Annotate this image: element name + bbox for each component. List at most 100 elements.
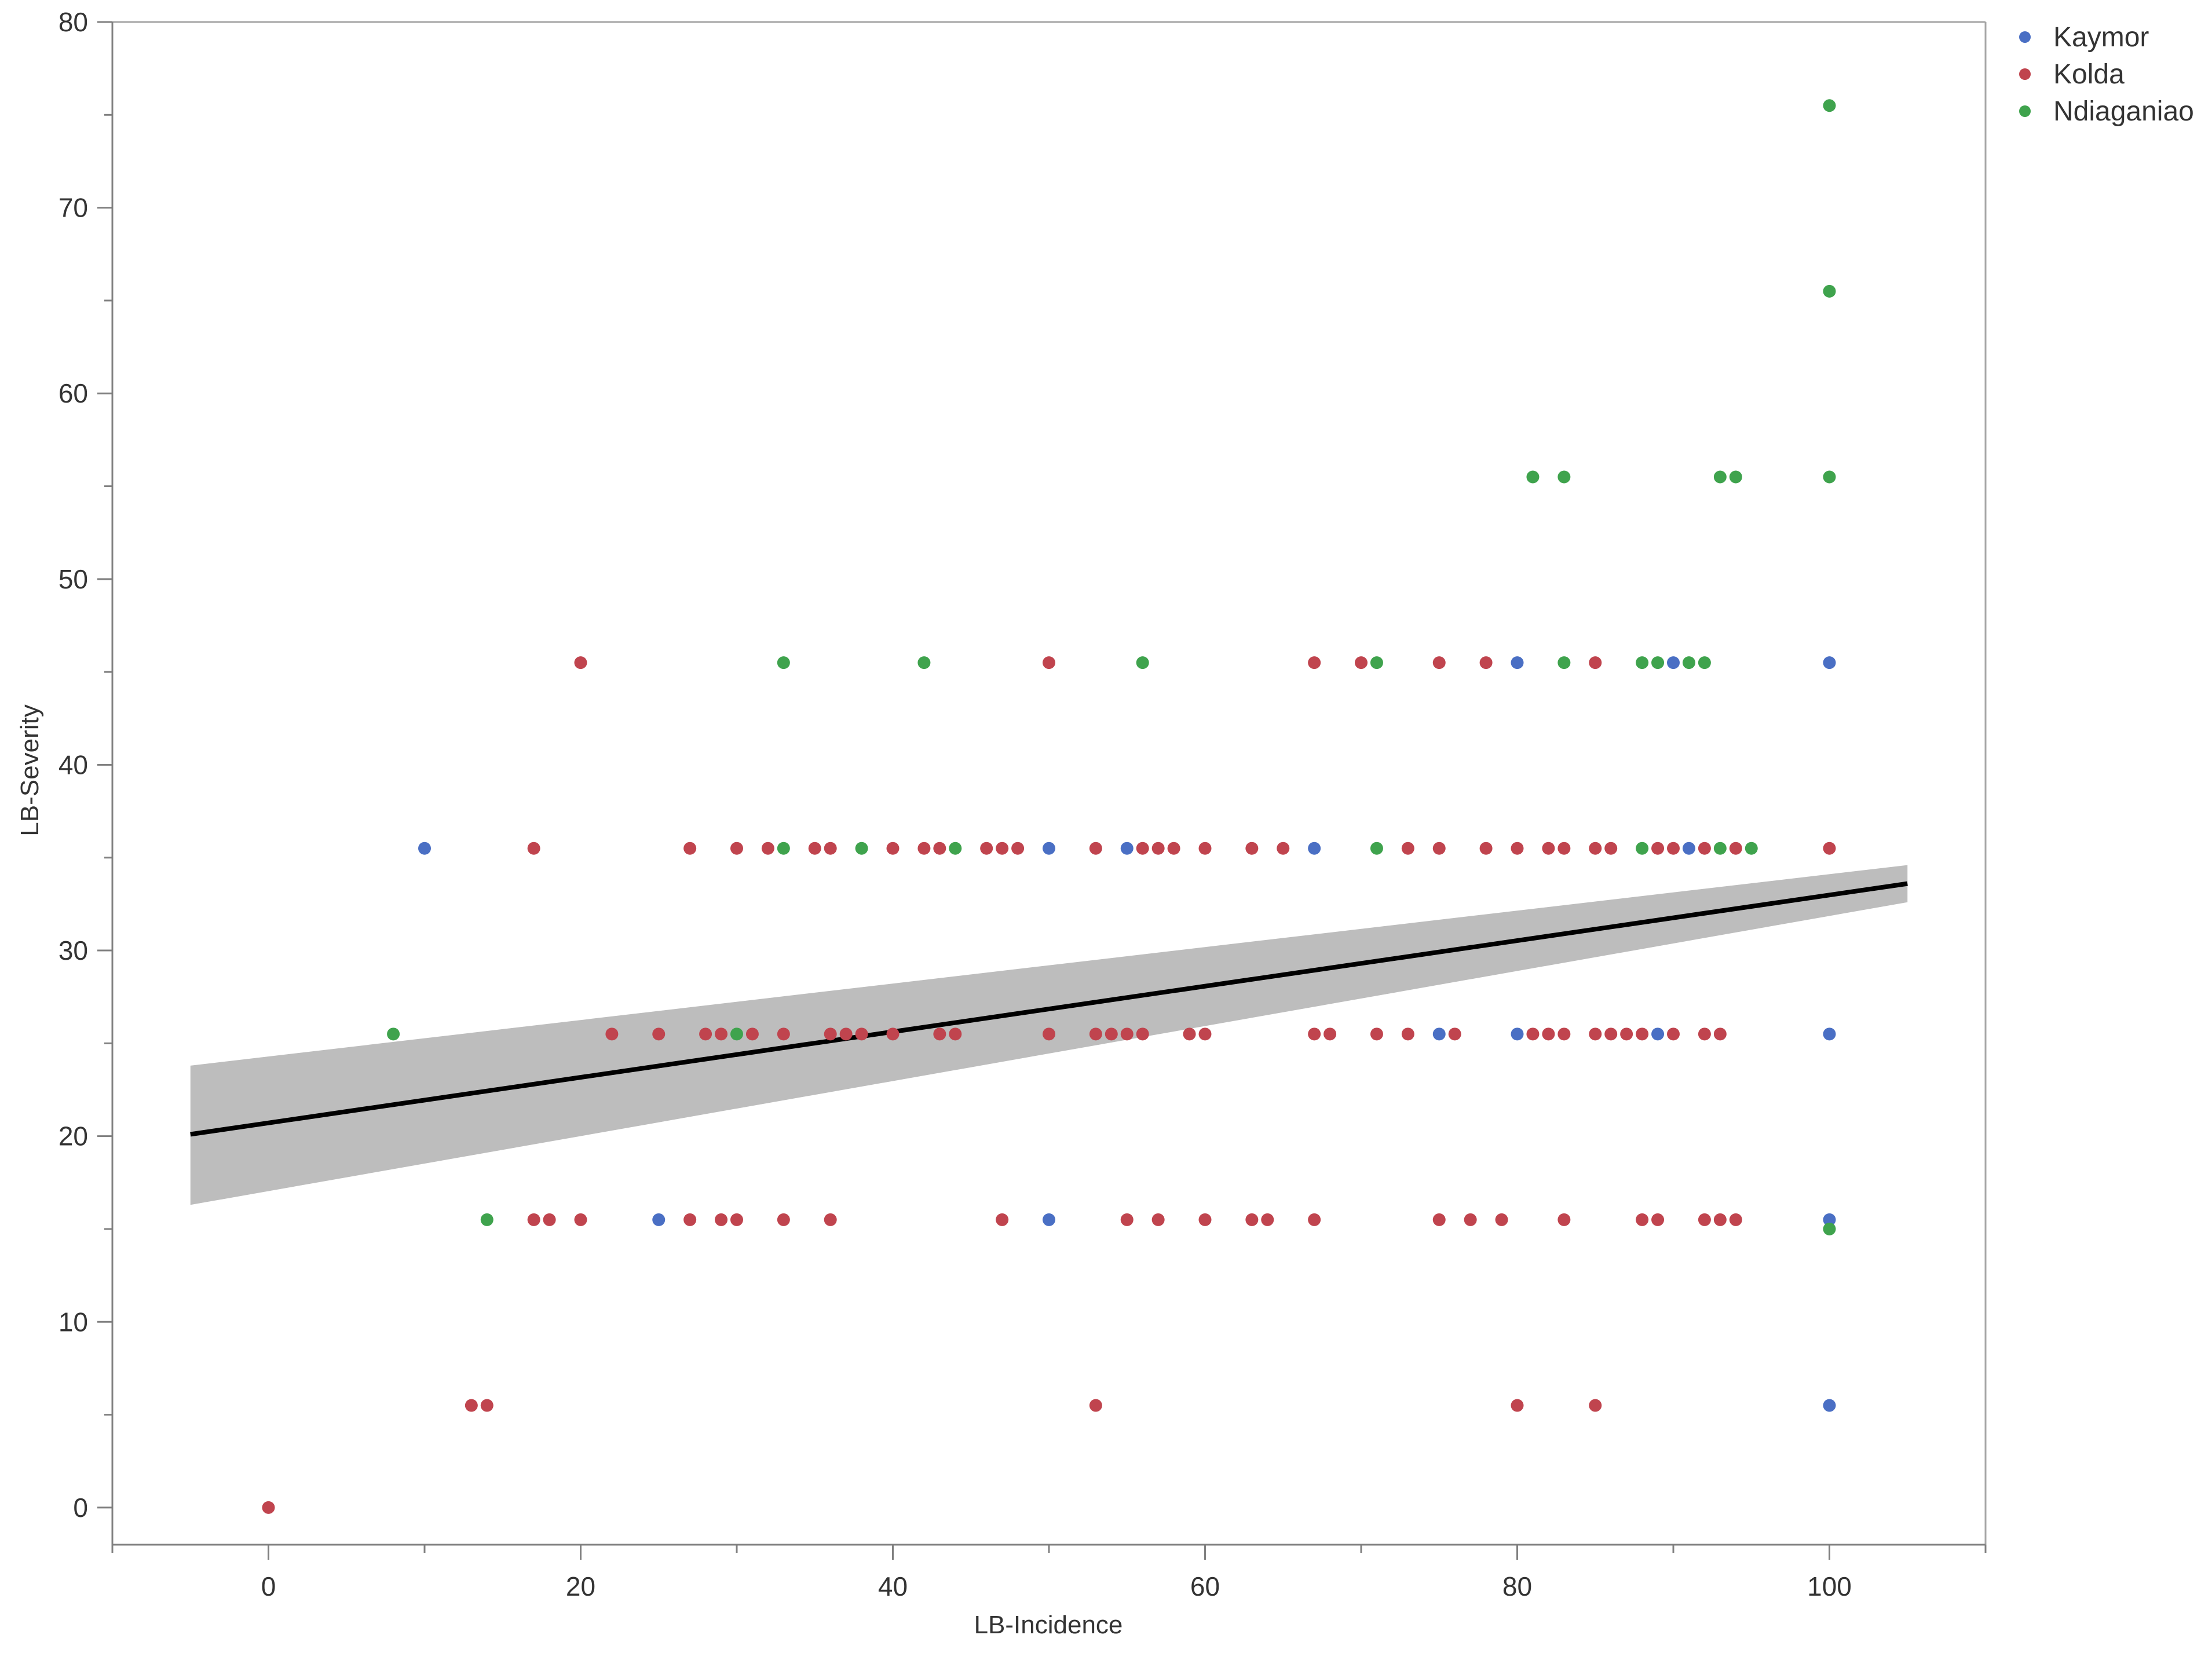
data-point-kolda <box>1651 842 1665 855</box>
data-point-kaymor <box>1667 656 1680 670</box>
y-tick-label: 30 <box>59 935 88 966</box>
data-point-kolda <box>574 656 587 670</box>
y-tick-label: 80 <box>59 7 88 37</box>
data-point-kolda <box>1120 1213 1134 1226</box>
data-point-kolda <box>949 1027 962 1041</box>
data-point-kolda <box>1136 842 1149 855</box>
data-point-kolda <box>715 1027 728 1041</box>
data-point-kolda <box>574 1213 587 1226</box>
data-point-kolda <box>527 1213 540 1226</box>
data-point-ndiaganiao <box>1557 470 1571 484</box>
data-point-ndiaganiao <box>1713 842 1727 855</box>
data-point-kolda <box>1151 1213 1165 1226</box>
data-point-kolda <box>1432 1213 1446 1226</box>
data-point-kolda <box>839 1027 853 1041</box>
data-point-ndiaganiao <box>855 842 868 855</box>
data-point-kolda <box>1511 842 1524 855</box>
data-point-kolda <box>996 842 1009 855</box>
data-point-kolda <box>262 1501 275 1514</box>
data-point-ndiaganiao <box>1745 842 1758 855</box>
data-point-kolda <box>933 1027 946 1041</box>
legend-label-kolda: Kolda <box>2053 59 2125 90</box>
data-point-kolda <box>1667 1027 1680 1041</box>
data-point-kolda <box>699 1027 712 1041</box>
data-point-kaymor <box>1308 842 1321 855</box>
data-point-ndiaganiao <box>387 1027 400 1041</box>
data-point-kolda <box>1589 842 1602 855</box>
data-point-ndiaganiao <box>1713 470 1727 484</box>
data-point-kaymor <box>1511 1027 1524 1041</box>
data-point-ndiaganiao <box>1370 842 1383 855</box>
data-point-kaymor <box>418 842 431 855</box>
data-point-kolda <box>1542 842 1555 855</box>
data-point-ndiaganiao <box>1698 656 1711 670</box>
data-point-kolda <box>1043 1027 1055 1041</box>
data-point-kaymor <box>1043 1213 1055 1226</box>
data-point-ndiaganiao <box>1651 656 1665 670</box>
data-point-kaymor <box>1043 842 1055 855</box>
data-point-kolda <box>1089 1399 1102 1412</box>
data-point-ndiaganiao <box>1370 656 1383 670</box>
data-point-kolda <box>824 1213 837 1226</box>
data-point-ndiaganiao <box>777 842 790 855</box>
data-point-kolda <box>527 842 540 855</box>
regression-line-layer <box>190 881 1908 1137</box>
y-tick-label: 10 <box>59 1307 88 1337</box>
data-point-ndiaganiao <box>1636 656 1649 670</box>
data-point-kaymor <box>1823 1027 1836 1041</box>
data-point-ndiaganiao <box>1136 656 1149 670</box>
data-point-ndiaganiao <box>1823 99 1836 112</box>
data-point-kaymor <box>1823 1213 1836 1226</box>
y-tick-label: 50 <box>59 564 88 594</box>
y-tick-label: 60 <box>59 378 88 408</box>
x-tick-label: 60 <box>1190 1571 1220 1601</box>
data-point-kolda <box>886 1027 900 1041</box>
data-point-kolda <box>1636 1213 1649 1226</box>
data-point-kolda <box>1120 1027 1134 1041</box>
data-point-kolda <box>1526 1027 1540 1041</box>
data-point-kolda <box>1105 1027 1118 1041</box>
data-point-kolda <box>1729 1213 1742 1226</box>
data-point-kolda <box>1308 1213 1321 1226</box>
data-point-kolda <box>1308 656 1321 670</box>
x-tick-label: 0 <box>261 1571 276 1601</box>
data-point-kolda <box>933 842 946 855</box>
data-point-kaymor <box>652 1213 666 1226</box>
data-point-kolda <box>730 842 743 855</box>
data-point-kolda <box>1167 842 1180 855</box>
x-tick-label: 40 <box>878 1571 908 1601</box>
data-point-kolda <box>1604 1027 1618 1041</box>
data-point-kolda <box>1620 1027 1633 1041</box>
data-point-kolda <box>808 842 821 855</box>
legend-marker-ndiaganiao <box>2019 105 2031 117</box>
data-point-kaymor <box>1651 1027 1665 1041</box>
data-point-kolda <box>1089 1027 1102 1041</box>
regression-line <box>190 881 1908 1137</box>
data-point-ndiaganiao <box>777 656 790 670</box>
data-point-ndiaganiao <box>1823 284 1836 298</box>
data-point-kolda <box>1277 842 1290 855</box>
data-point-kolda <box>1151 842 1165 855</box>
data-point-kaymor <box>1823 656 1836 670</box>
data-point-kolda <box>683 1213 697 1226</box>
data-point-ndiaganiao <box>949 842 962 855</box>
data-point-kolda <box>1636 1027 1649 1041</box>
data-point-kaymor <box>1120 842 1134 855</box>
data-point-kolda <box>855 1027 868 1041</box>
data-point-kolda <box>1589 1399 1602 1412</box>
data-point-kaymor <box>1823 1399 1836 1412</box>
y-axis-title: LB-Severity <box>16 704 44 836</box>
data-point-kolda <box>605 1027 619 1041</box>
data-point-kolda <box>1245 1213 1259 1226</box>
data-point-kolda <box>1729 842 1742 855</box>
data-point-kolda <box>1667 842 1680 855</box>
data-point-kolda <box>1323 1027 1337 1041</box>
data-point-kolda <box>1198 1213 1212 1226</box>
data-point-kolda <box>745 1027 759 1041</box>
data-point-kaymor <box>1511 656 1524 670</box>
data-point-kolda <box>761 842 774 855</box>
data-point-kolda <box>1479 842 1493 855</box>
data-point-kolda <box>1713 1027 1727 1041</box>
data-point-kolda <box>1713 1213 1727 1226</box>
